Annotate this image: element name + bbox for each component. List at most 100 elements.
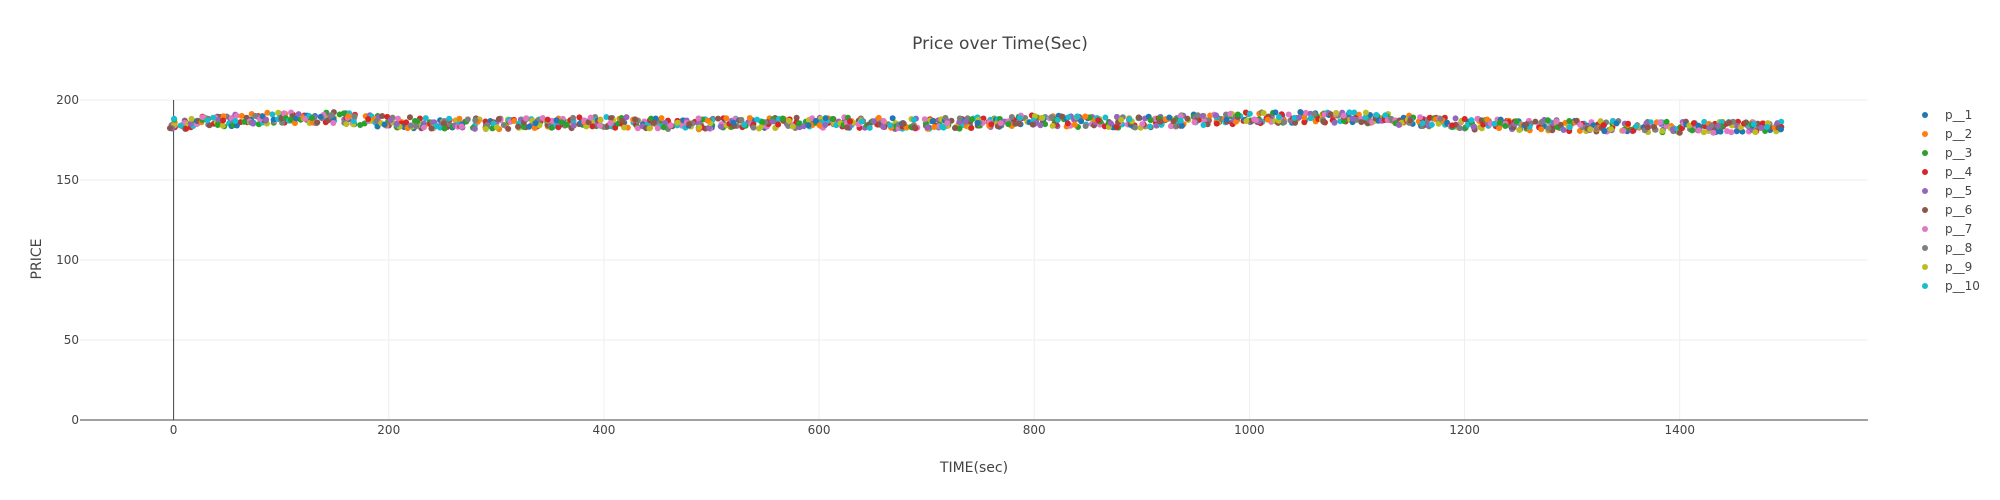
- data-point-p-10: [1701, 118, 1708, 125]
- data-point-p-6: [900, 120, 907, 127]
- y-tick-label: 0: [71, 413, 79, 427]
- data-point-p-6: [844, 124, 851, 131]
- data-point-p-10: [1016, 114, 1023, 121]
- legend-label: p__2: [1945, 127, 1972, 141]
- legend-item-10[interactable]: p__10: [1922, 279, 1980, 293]
- legend-item-8[interactable]: p__8: [1922, 241, 1972, 255]
- data-point-p-10: [422, 115, 429, 122]
- data-point-p-9: [1049, 122, 1056, 129]
- data-point-p-9: [597, 117, 604, 124]
- data-point-p-6: [1407, 117, 1414, 124]
- data-point-p-2: [345, 113, 352, 120]
- data-point-p-9: [1435, 120, 1442, 127]
- data-point-p-1: [1613, 120, 1620, 127]
- data-point-p-9: [785, 117, 792, 124]
- data-point-p-7: [1139, 121, 1146, 128]
- legend-item-4[interactable]: p__4: [1922, 165, 1972, 179]
- legend-item-7[interactable]: p__7: [1922, 222, 1972, 236]
- data-point-p-4: [1449, 122, 1456, 129]
- data-point-p-10: [887, 122, 894, 129]
- x-tick-label: 1000: [1234, 423, 1265, 437]
- y-tick-label: 50: [64, 333, 79, 347]
- data-point-p-4: [1480, 121, 1487, 128]
- data-point-p-3: [660, 124, 667, 131]
- data-point-p-6: [1184, 115, 1191, 122]
- y-axis-title: PRICE: [29, 239, 45, 280]
- data-point-p-5: [1113, 113, 1120, 120]
- legend-item-9[interactable]: p__9: [1922, 260, 1972, 274]
- data-point-p-2: [511, 118, 518, 125]
- data-point-p-7: [1340, 112, 1347, 119]
- data-point-p-10: [603, 114, 610, 121]
- data-point-p-3: [795, 120, 802, 127]
- data-point-p-3: [340, 110, 347, 117]
- legend-item-1[interactable]: p__1: [1922, 108, 1972, 122]
- data-point-p-6: [1015, 120, 1022, 127]
- data-point-p-1: [1777, 126, 1784, 133]
- data-point-p-9: [1686, 122, 1693, 129]
- data-point-p-6: [1644, 124, 1651, 131]
- data-point-p-5: [1199, 112, 1206, 119]
- data-point-p-1: [889, 115, 896, 122]
- data-point-p-9: [646, 125, 653, 132]
- data-point-p-6: [495, 116, 502, 123]
- data-point-p-10: [210, 114, 217, 121]
- data-point-p-8: [472, 117, 479, 124]
- data-point-p-5: [1349, 115, 1356, 122]
- data-point-p-3: [441, 125, 448, 132]
- data-point-p-3: [956, 125, 963, 132]
- grid: [80, 99, 1868, 420]
- legend-item-6[interactable]: p__6: [1922, 203, 1972, 217]
- legend-marker: [1922, 207, 1928, 213]
- data-point-p-6: [793, 114, 800, 121]
- data-point-p-6: [515, 123, 522, 130]
- data-point-p-9: [1118, 116, 1125, 123]
- data-point-p-10: [1275, 113, 1282, 120]
- data-point-p-4: [1095, 117, 1102, 124]
- data-point-p-4: [555, 124, 562, 131]
- data-point-p-5: [1296, 114, 1303, 121]
- data-point-p-10: [910, 116, 917, 123]
- data-point-p-1: [1166, 114, 1173, 121]
- data-point-p-8: [407, 122, 414, 129]
- data-point-p-10: [741, 121, 748, 128]
- data-point-p-1: [1272, 109, 1279, 116]
- data-point-p-3: [1147, 117, 1154, 124]
- data-point-p-4: [612, 124, 619, 131]
- data-point-p-1: [1601, 128, 1608, 135]
- data-point-p-4: [183, 125, 190, 132]
- data-point-p-7: [944, 120, 951, 127]
- data-point-p-2: [1496, 125, 1503, 132]
- legend-item-5[interactable]: p__5: [1922, 184, 1972, 198]
- data-point-p-7: [921, 116, 928, 123]
- data-point-p-5: [1669, 126, 1676, 133]
- data-point-p-6: [1292, 119, 1299, 126]
- data-point-p-6: [607, 115, 614, 122]
- data-point-p-10: [1307, 115, 1314, 122]
- data-point-p-1: [974, 119, 981, 126]
- data-point-p-1: [1223, 116, 1230, 123]
- data-point-p-10: [1362, 114, 1369, 121]
- legend-item-2[interactable]: p__2: [1922, 127, 1972, 141]
- data-point-p-6: [1651, 123, 1658, 130]
- data-point-p-7: [458, 123, 465, 130]
- data-point-p-5: [1153, 122, 1160, 129]
- legend-item-3[interactable]: p__3: [1922, 146, 1972, 160]
- data-point-p-8: [738, 116, 745, 123]
- data-point-p-3: [287, 116, 294, 123]
- data-point-p-10: [866, 124, 873, 131]
- data-point-p-7: [607, 120, 614, 127]
- data-point-p-10: [1382, 112, 1389, 119]
- data-point-p-4: [1600, 122, 1607, 129]
- axes: 0 200 400 600 800 1000 1200 1400 0 50 100 150 200: [56, 93, 1868, 437]
- legend-marker: [1922, 264, 1928, 270]
- data-point-p-3: [309, 114, 316, 121]
- data-point-p-5: [623, 114, 630, 121]
- legend-label: p__1: [1945, 108, 1972, 122]
- data-point-p-5: [705, 124, 712, 131]
- data-point-p-6: [1058, 113, 1065, 120]
- data-point-p-7: [523, 115, 530, 122]
- data-point-p-1: [1444, 119, 1451, 126]
- data-point-p-6: [911, 124, 918, 131]
- data-point-p-3: [648, 115, 655, 122]
